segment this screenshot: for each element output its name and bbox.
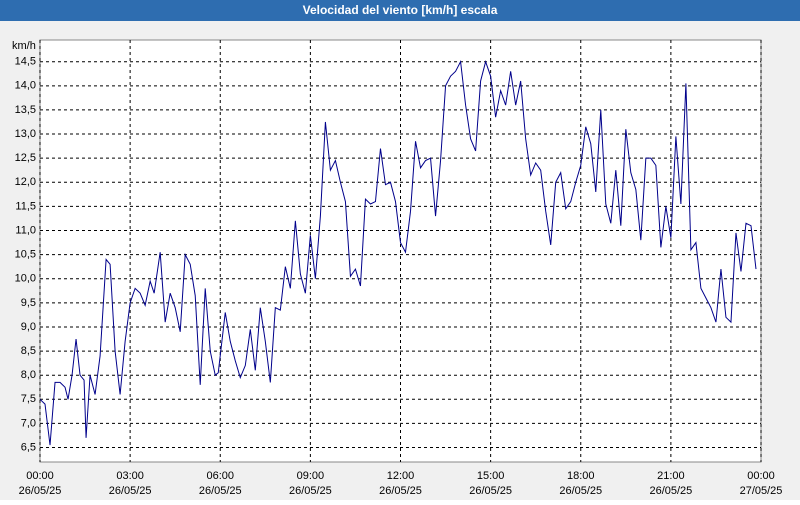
x-tick-date: 26/05/25	[109, 485, 152, 497]
y-tick-label: 9,0	[21, 321, 36, 333]
x-tick-label: 00:00	[26, 470, 54, 482]
y-tick-label: 10,0	[15, 273, 36, 285]
x-tick-label: 03:00	[116, 470, 144, 482]
x-tick-date: 26/05/25	[19, 485, 62, 497]
y-tick-label: 8,5	[21, 345, 36, 357]
y-tick-label: 11,0	[15, 224, 36, 236]
y-tick-label: 6,5	[21, 441, 36, 453]
x-tick-label: 15:00	[477, 470, 505, 482]
title-bar	[0, 0, 800, 21]
x-tick-date: 26/05/25	[649, 485, 692, 497]
y-tick-label: 7,5	[21, 393, 36, 405]
x-tick-label: 00:00	[747, 470, 775, 482]
y-tick-label: 14,5	[15, 56, 36, 68]
y-tick-label: 13,5	[15, 104, 36, 116]
x-tick-date: 26/05/25	[199, 485, 242, 497]
y-tick-label: 12,0	[15, 176, 36, 188]
y-tick-label: 11,5	[15, 200, 36, 212]
x-tick-label: 06:00	[206, 470, 234, 482]
chart-title: Velocidad del viento [km/h] escala	[303, 3, 498, 17]
x-tick-label: 12:00	[387, 470, 415, 482]
y-tick-label: 10,5	[15, 249, 36, 261]
y-tick-label: 13,0	[15, 128, 36, 140]
y-tick-label: 12,5	[15, 152, 36, 164]
y-tick-label: 14,0	[15, 80, 36, 92]
x-tick-date: 26/05/25	[469, 485, 512, 497]
y-axis-label: km/h	[12, 40, 36, 52]
x-tick-label: 09:00	[297, 470, 325, 482]
x-tick-date: 26/05/25	[289, 485, 332, 497]
y-tick-label: 7,0	[21, 417, 36, 429]
data-line	[39, 59, 757, 446]
x-tick-date: 27/05/25	[740, 485, 783, 497]
x-tick-label: 21:00	[657, 470, 685, 482]
x-tick-date: 26/05/25	[559, 485, 602, 497]
y-tick-label: 8,0	[21, 369, 36, 381]
y-tick-label: 9,5	[21, 297, 36, 309]
x-tick-label: 18:00	[567, 470, 595, 482]
x-tick-date: 26/05/25	[379, 485, 422, 497]
